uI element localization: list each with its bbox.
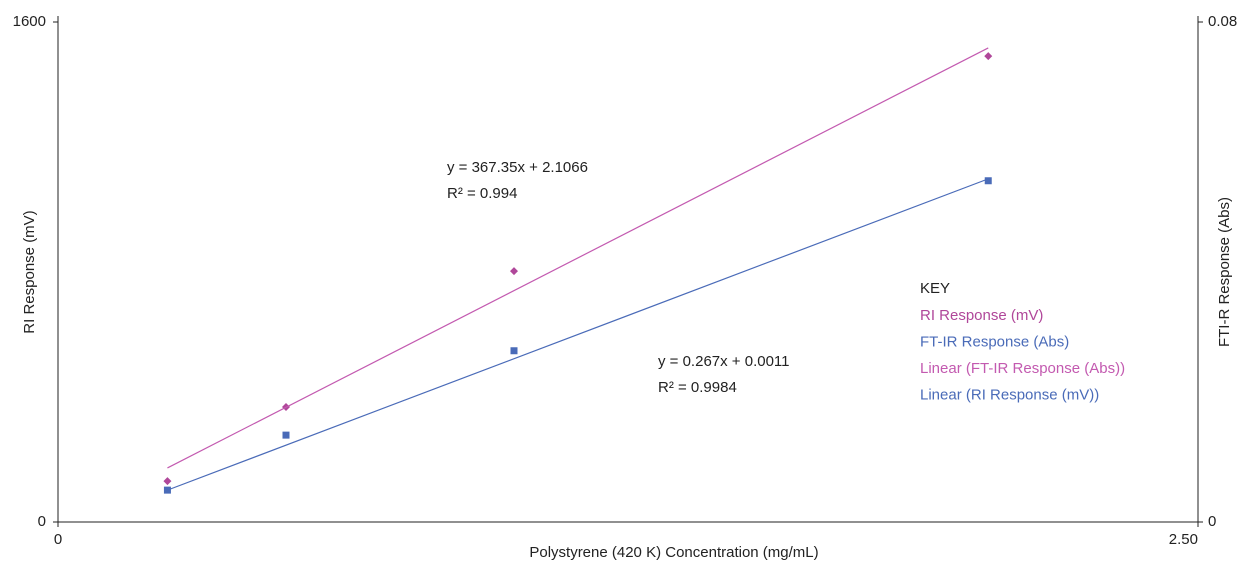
equation-label: R² = 0.994 <box>447 185 517 202</box>
point <box>510 267 518 276</box>
legend-entry: Linear (RI Response (mV)) <box>920 386 1099 403</box>
y-axis-title: RI Response (mV) <box>21 210 38 333</box>
legend-entry: FT-IR Response (Abs) <box>920 333 1069 350</box>
equation-label: R² = 0.9984 <box>658 379 737 396</box>
trend-line <box>167 178 989 491</box>
y2-axis-title: FTI-R Response (Abs) <box>1216 197 1233 347</box>
point <box>510 347 518 355</box>
x-tick-label: 2.50 <box>1169 531 1198 548</box>
legend-entry: RI Response (mV) <box>920 307 1043 324</box>
y-tick-label: 0 <box>38 513 46 530</box>
trend-line <box>167 47 989 469</box>
y-tick-label: 1600 <box>13 13 46 30</box>
x-axis-title: Polystyrene (420 K) Concentration (mg/mL… <box>529 544 818 561</box>
equation-label: y = 0.267x + 0.0011 <box>658 353 790 370</box>
point <box>984 177 992 185</box>
point <box>163 477 172 486</box>
point <box>984 52 993 61</box>
legend-entry: Linear (FT-IR Response (Abs)) <box>920 360 1125 377</box>
point <box>282 431 290 439</box>
equation-label: y = 367.35x + 2.1066 <box>447 159 588 176</box>
x-tick-label: 0 <box>54 531 62 548</box>
y2-tick-label: 0.08 <box>1208 13 1237 30</box>
y2-tick-label: 0 <box>1208 513 1216 530</box>
legend-title: KEY <box>920 280 950 297</box>
